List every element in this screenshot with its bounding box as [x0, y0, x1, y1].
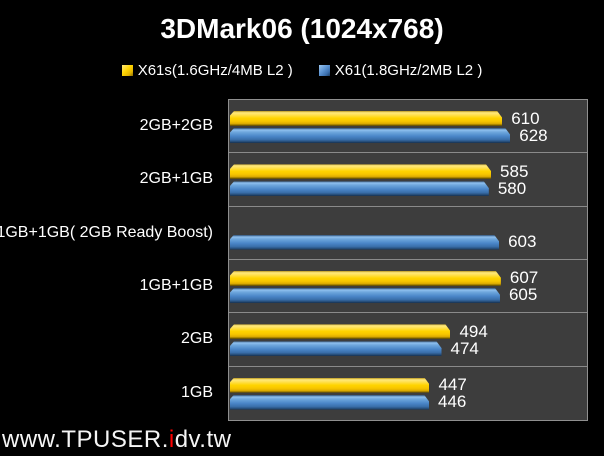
- category-label: 1GB: [180, 384, 213, 402]
- bar-x61s: [230, 324, 450, 339]
- watermark: www.TPUSER.idv.tw: [2, 427, 231, 453]
- legend-item-x61: X61(1.8GHz/2MB L2 ): [318, 62, 483, 79]
- category-label: 1GB+1GB: [139, 277, 213, 295]
- bar-value-x61s: 494: [459, 321, 488, 341]
- category-band: 1GB+1GB( 2GB Ready Boost) 603: [0, 207, 587, 260]
- bar-x61: [230, 288, 500, 303]
- plot-area: 2GB+2GB 610 628 2GB+1GB 585 580 1GB+1GB(…: [0, 99, 588, 421]
- bar-value-x61: 446: [438, 392, 467, 412]
- watermark-accent: i: [168, 426, 175, 453]
- category-band: 2GB 494 474: [181, 313, 587, 367]
- bar-x61: [230, 235, 499, 250]
- bar-value-x61s: 610: [511, 108, 540, 128]
- legend-color-swatch-icon: [121, 65, 133, 76]
- bar-value-x61s: 447: [438, 375, 467, 395]
- category-label: 2GB: [180, 330, 213, 348]
- bar-x61s: [230, 271, 501, 286]
- category-label: 1GB+1GB( 2GB Ready Boost): [0, 223, 213, 241]
- legend-color-swatch-icon: [318, 65, 330, 76]
- bar-value-x61: 580: [497, 178, 527, 198]
- watermark-suffix: dv.tw: [174, 426, 232, 453]
- category-band: 1GB+1GB 607 605: [140, 260, 587, 314]
- bar-value-x61s: 585: [500, 161, 529, 181]
- category-band: 1GB 447 446: [181, 367, 587, 420]
- category-band: 2GB+1GB 585 580: [140, 153, 587, 207]
- category-label: 2GB+1GB: [139, 170, 213, 188]
- bar-x61s: [230, 164, 491, 179]
- bar-x61s: [230, 378, 429, 393]
- chart-title: 3DMark06 (1024x768): [160, 13, 444, 44]
- legend-item-x61s: X61s(1.6GHz/4MB L2 ): [121, 62, 293, 79]
- watermark-prefix: www.TPUSER.: [2, 426, 169, 453]
- bar-value-x61: 605: [508, 285, 538, 305]
- bar-value-x61: 628: [519, 125, 548, 145]
- legend-label: X61s(1.6GHz/4MB L2 ): [137, 62, 293, 79]
- bar-value-x61s: 607: [509, 268, 539, 288]
- category-label: 2GB+2GB: [139, 117, 213, 135]
- legend-label: X61(1.8GHz/2MB L2 ): [334, 62, 483, 79]
- bar-x61: [230, 395, 429, 410]
- bar-x61: [230, 341, 442, 356]
- bar-x61: [230, 181, 489, 196]
- bar-value-x61: 474: [450, 338, 479, 358]
- legend: X61s(1.6GHz/4MB L2 ) X61(1.8GHz/2MB L2 ): [0, 62, 604, 79]
- category-band: 2GB+2GB 610 628: [140, 100, 587, 154]
- bar-x61: [230, 128, 510, 143]
- bar-x61s: [230, 111, 502, 126]
- bar-value-x61: 603: [508, 232, 537, 252]
